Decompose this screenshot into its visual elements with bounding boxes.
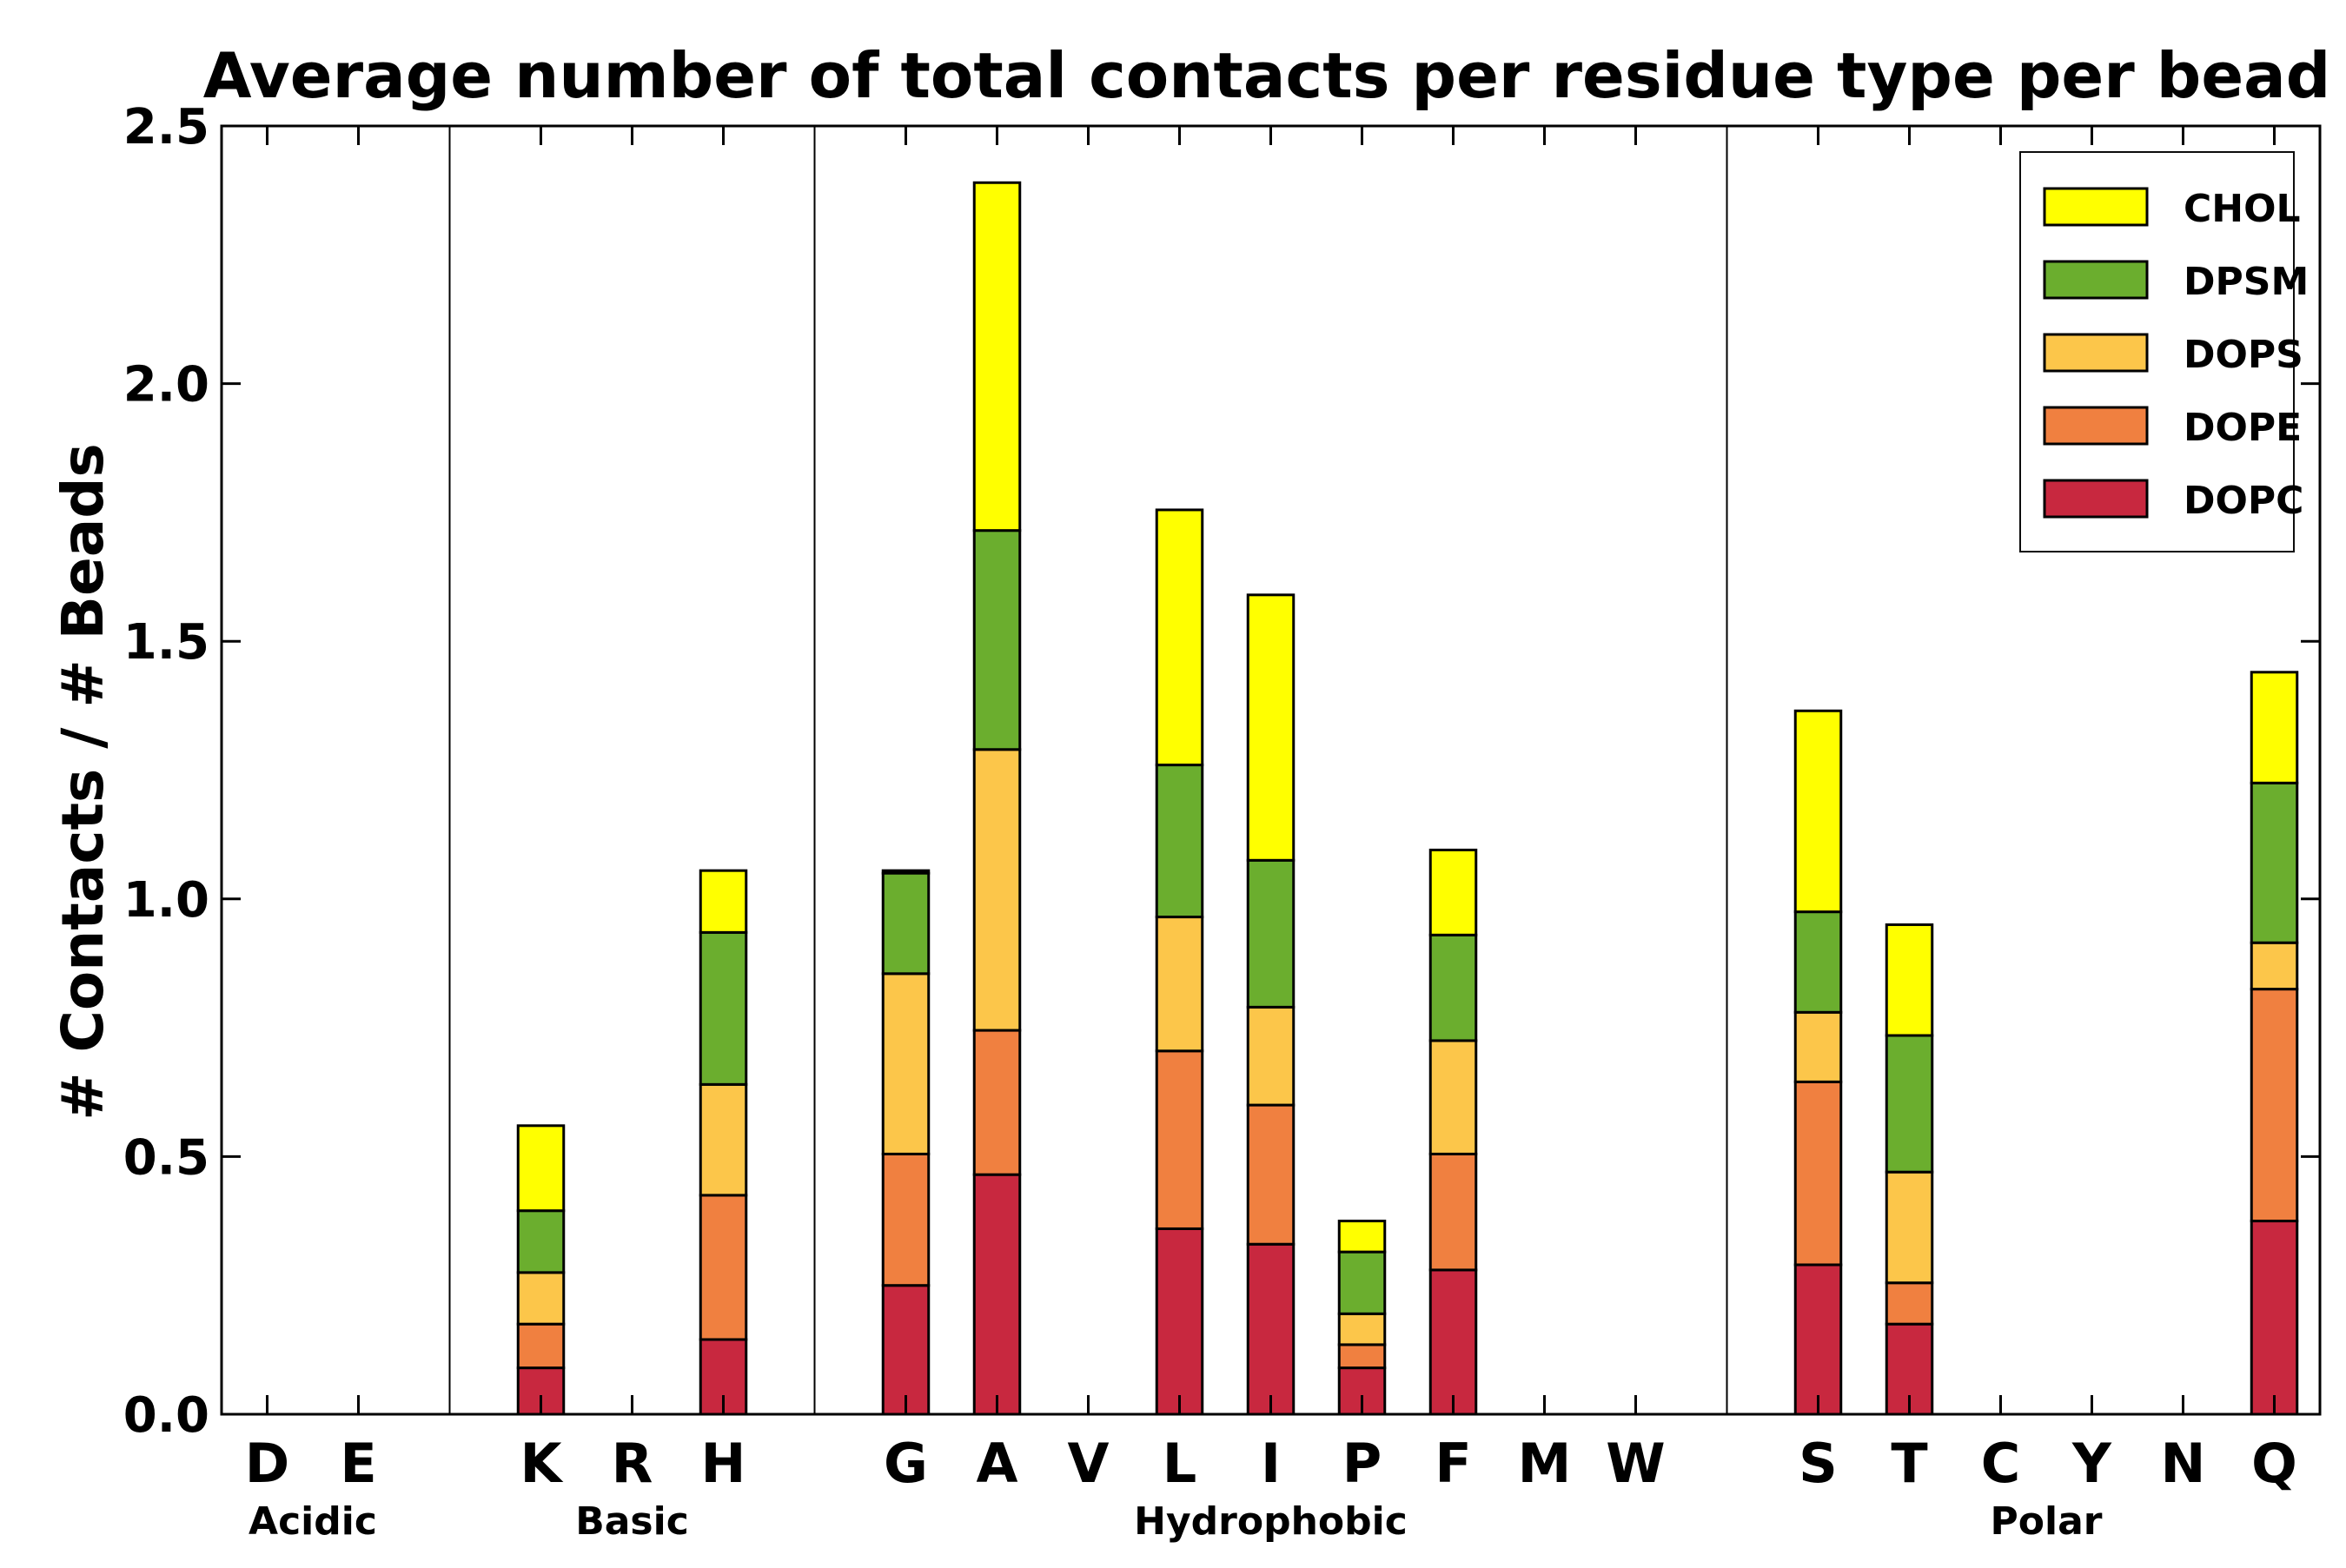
x-tick-label-R: R (612, 1432, 653, 1495)
legend-swatch-dope (2043, 406, 2149, 446)
y-axis-label: # Contacts / # Beads (50, 443, 116, 1121)
x-tick-label-A: A (977, 1432, 1018, 1495)
bar-segment-P-chol (1337, 1220, 1387, 1254)
bar-segment-I-chol (1246, 593, 1296, 862)
legend-swatch-dops (2043, 333, 2149, 373)
x-tick-label-N: N (2161, 1432, 2206, 1495)
bar-segment-P-dops (1337, 1312, 1387, 1346)
legend-label-dopc: DOPC (2184, 479, 2303, 523)
group-label-basic: Basic (575, 1499, 689, 1544)
bar-segment-T-dope (1885, 1281, 1934, 1326)
legend-swatch-dopc (2043, 479, 2149, 519)
legend-swatch-chol (2043, 187, 2149, 227)
x-tick-label-H: H (701, 1432, 746, 1495)
bar-segment-T-dops (1885, 1170, 1934, 1285)
group-label-acidic: Acidic (249, 1499, 377, 1544)
chart-title: Average number of total contacts per res… (203, 39, 2331, 112)
x-tick-label-E: E (340, 1432, 376, 1495)
bar-segment-G-dope (881, 1152, 931, 1287)
y-tick-label: 2.0 (123, 357, 209, 414)
bar-segment-H-dpsm (699, 930, 748, 1086)
bar-segment-S-dopc (1793, 1263, 1843, 1416)
y-tick-label: 2.5 (123, 99, 209, 155)
bar-segment-T-dpsm (1885, 1034, 1934, 1174)
x-tick-label-F: F (1435, 1432, 1471, 1495)
x-tick-label-Y: Y (2071, 1432, 2112, 1495)
bar-segment-A-dpsm (972, 529, 1022, 751)
legend-label-dpsm: DPSM (2184, 260, 2309, 304)
legend-label-chol: CHOL (2184, 187, 2301, 231)
y-tick-label: 1.5 (123, 614, 209, 671)
bar-segment-L-dope (1155, 1049, 1204, 1230)
bar-segment-A-dopc (972, 1173, 1022, 1416)
bar-segment-H-chol (699, 869, 748, 934)
x-tick-label-L: L (1163, 1432, 1197, 1495)
bar-segment-K-dope (516, 1322, 566, 1370)
bar-segment-Q-dopc (2250, 1220, 2299, 1416)
x-tick-label-C: C (1981, 1432, 2021, 1495)
legend: CHOL DPSM DOPS DOPE DOPC (2019, 151, 2309, 552)
bar-segment-I-dpsm (1246, 858, 1296, 1009)
bar-segment-I-dope (1246, 1103, 1296, 1246)
bar-segment-K-dpsm (516, 1209, 566, 1274)
x-tick-label-W: W (1606, 1432, 1665, 1495)
x-tick-label-V: V (1068, 1432, 1110, 1495)
legend-label-dops: DOPS (2184, 333, 2303, 377)
bar-segment-S-dops (1793, 1010, 1843, 1083)
bar-segment-L-dops (1155, 916, 1204, 1053)
bar-segment-Q-chol (2250, 671, 2299, 784)
bar-segment-A-dops (972, 748, 1022, 1032)
bar-segment-H-dops (699, 1082, 748, 1197)
bar-segment-F-dope (1428, 1152, 1478, 1272)
bar-segment-F-dpsm (1428, 933, 1478, 1042)
bar-segment-S-dope (1793, 1080, 1843, 1267)
group-label-hydrophobic: Hydrophobic (1134, 1499, 1408, 1544)
bar-segment-A-chol (972, 181, 1022, 533)
bar-segment-K-chol (516, 1124, 566, 1213)
bar-segment-F-dopc (1428, 1268, 1478, 1416)
legend-swatch-dpsm (2043, 260, 2149, 300)
bar-segment-L-chol (1155, 508, 1204, 767)
bar-segment-S-chol (1793, 709, 1843, 914)
x-tick-label-K: K (520, 1432, 563, 1495)
bar-segment-Q-dpsm (2250, 781, 2299, 944)
bar-segment-L-dpsm (1155, 764, 1204, 919)
bar-segment-I-dops (1246, 1005, 1296, 1107)
bar-segment-L-dopc (1155, 1227, 1204, 1416)
bar-segment-G-chol (881, 869, 931, 875)
bar-segment-P-dpsm (1337, 1250, 1387, 1315)
bar-segment-A-dope (972, 1029, 1022, 1176)
x-tick-label-I: I (1261, 1432, 1281, 1495)
bar-segment-K-dops (516, 1271, 566, 1326)
bar-segment-G-dopc (881, 1284, 931, 1416)
bar-segment-G-dops (881, 972, 931, 1155)
bar-segment-H-dope (699, 1194, 748, 1341)
bar-segment-I-dopc (1246, 1242, 1296, 1416)
x-tick-label-Q: Q (2251, 1432, 2297, 1495)
bar-segment-T-chol (1885, 923, 1934, 1037)
bar-segment-F-dops (1428, 1039, 1478, 1155)
x-tick-label-P: P (1342, 1432, 1382, 1495)
y-tick-label: 1.0 (123, 872, 209, 929)
bar-segment-G-dpsm (881, 871, 931, 976)
y-tick-label: 0.0 (123, 1387, 209, 1444)
x-tick-label-T: T (1891, 1432, 1927, 1495)
x-tick-label-D: D (245, 1432, 289, 1495)
x-tick-label-M: M (1518, 1432, 1572, 1495)
x-tick-label-S: S (1799, 1432, 1838, 1495)
bar-segment-Q-dops (2250, 941, 2299, 991)
y-tick-label: 0.5 (123, 1129, 209, 1186)
bar-segment-P-dope (1337, 1343, 1387, 1370)
bar-segment-F-chol (1428, 848, 1478, 936)
plot-area: 0.0 0.5 1.0 1.5 2.0 2.5 D E K R H G A V L I P F M W S T C Y N Q Ac… (123, 99, 2322, 1544)
bar-segment-S-dpsm (1793, 910, 1843, 1014)
bar-segment-Q-dope (2250, 988, 2299, 1223)
group-label-polar: Polar (1991, 1499, 2103, 1544)
legend-label-dope: DOPE (2184, 406, 2302, 450)
x-tick-label-G: G (884, 1432, 928, 1495)
